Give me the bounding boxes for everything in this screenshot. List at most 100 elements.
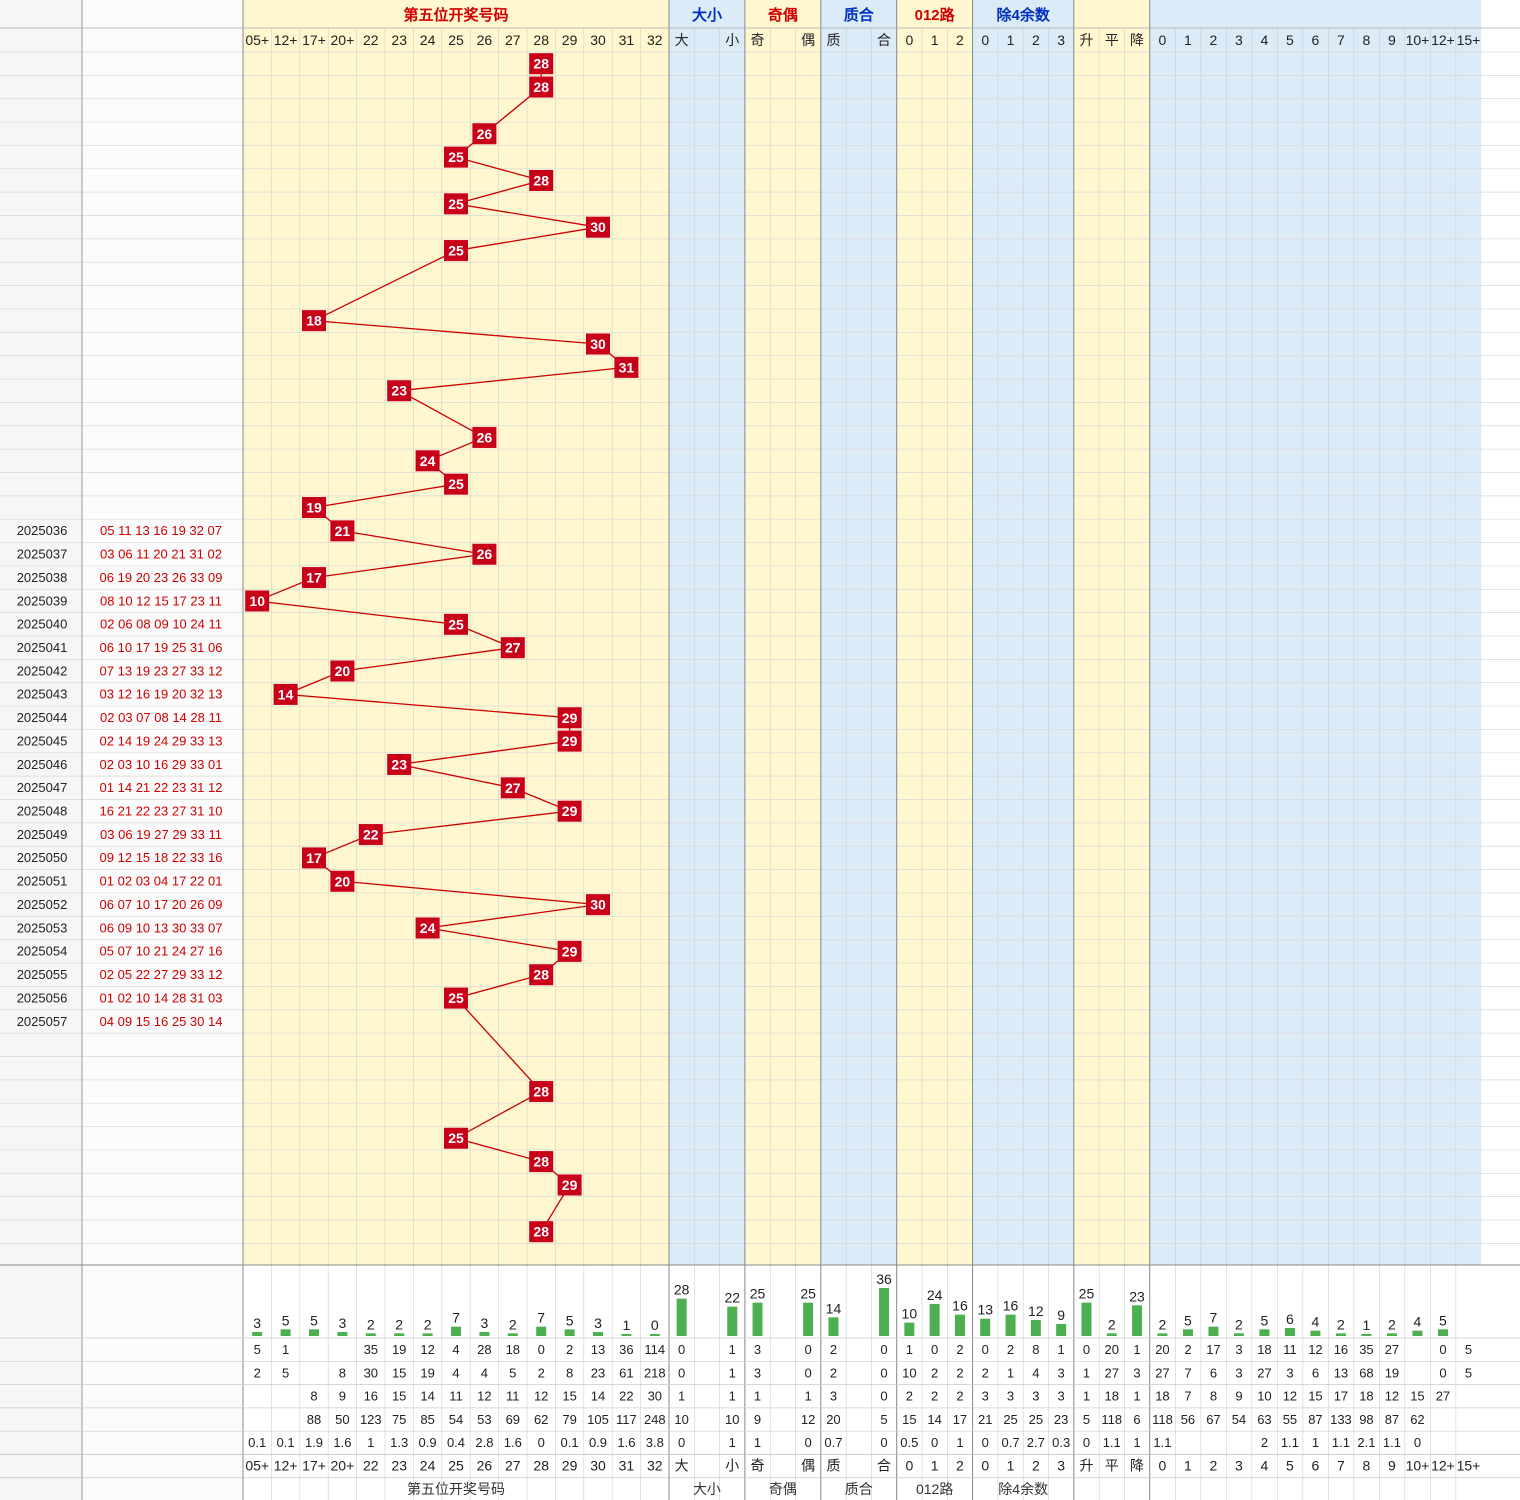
footer-column-header: 合 [877, 1458, 891, 1474]
stat-value: 0 [1439, 1342, 1446, 1357]
footer-column-header: 5 [1286, 1458, 1294, 1474]
issue-number: 2025039 [17, 593, 68, 608]
stat-bar [1005, 1314, 1016, 1336]
footer-column-header: 平 [1105, 1458, 1119, 1474]
stat-value: 0.1 [561, 1435, 579, 1450]
stat-count: 2 [1388, 1316, 1396, 1332]
hit-value: 28 [533, 967, 549, 983]
hit-marker [302, 497, 326, 519]
column-header: 7 [1337, 32, 1345, 48]
stat-bar [337, 1332, 348, 1336]
stat-value: 1 [729, 1389, 736, 1404]
stat-value: 22 [619, 1389, 633, 1404]
stat-value: 55 [1283, 1412, 1297, 1427]
hit-marker [529, 1151, 554, 1173]
section-background [1149, 0, 1482, 1265]
draw-numbers: 07 13 19 23 27 33 12 [100, 663, 223, 678]
stat-value: 0 [880, 1365, 887, 1380]
stat-value: 0 [880, 1389, 887, 1404]
stat-value: 17 [953, 1412, 967, 1427]
stat-bar [929, 1304, 940, 1336]
hit-marker [586, 894, 610, 916]
stat-value: 1.1 [1281, 1435, 1299, 1450]
issue-number: 2025050 [17, 850, 68, 865]
stat-value: 53 [477, 1412, 491, 1427]
column-header: 1 [1007, 32, 1015, 48]
footer-column-header: 17+ [302, 1458, 326, 1474]
footer-column-header: 27 [505, 1458, 521, 1474]
hit-value: 22 [363, 827, 379, 843]
hit-value: 17 [306, 850, 322, 866]
column-header: 升 [1079, 32, 1093, 48]
hit-value: 28 [533, 56, 549, 72]
footer-column-header: 1 [931, 1458, 939, 1474]
stat-value: 87 [1308, 1412, 1322, 1427]
stat-value: 118 [1152, 1412, 1173, 1427]
stat-bar [422, 1333, 433, 1336]
stat-value: 87 [1385, 1412, 1399, 1427]
footer-section-label: 大小 [693, 1481, 721, 1497]
stat-value: 88 [307, 1412, 321, 1427]
stat-value: 18 [1105, 1389, 1119, 1404]
stat-bar [252, 1332, 263, 1336]
hit-marker [529, 964, 554, 986]
hit-value: 28 [533, 79, 549, 95]
hit-marker [472, 426, 497, 448]
stat-value: 9 [1235, 1389, 1242, 1404]
stat-value: 0 [1414, 1435, 1421, 1450]
stat-value: 16 [364, 1389, 378, 1404]
hit-value: 26 [477, 546, 493, 562]
stat-bar [1335, 1333, 1346, 1336]
issue-number: 2025051 [17, 874, 68, 889]
hit-marker [415, 450, 440, 472]
stat-bar [394, 1333, 405, 1336]
stat-value: 0 [1083, 1342, 1090, 1357]
stat-value: 15 [902, 1412, 916, 1427]
stat-value: 1 [1007, 1365, 1014, 1380]
issue-column-background [0, 0, 82, 1500]
stat-value: 3 [830, 1389, 837, 1404]
stat-value: 0 [678, 1365, 685, 1380]
footer-column-header: 15+ [1457, 1458, 1481, 1474]
stat-count: 10 [902, 1306, 918, 1322]
issue-number: 2025037 [17, 547, 68, 562]
stat-value: 20 [826, 1412, 840, 1427]
stat-value: 0 [982, 1342, 989, 1357]
stat-count: 14 [826, 1300, 842, 1316]
stat-value: 79 [562, 1412, 576, 1427]
column-header: 0 [981, 32, 989, 48]
hit-value: 23 [391, 756, 407, 772]
footer-section-label: 012路 [916, 1481, 953, 1497]
stat-count: 25 [750, 1286, 766, 1302]
draw-numbers: 02 03 10 16 29 33 01 [100, 757, 223, 772]
stat-value: 5 [1465, 1365, 1472, 1380]
stat-value: 3 [1235, 1365, 1242, 1380]
column-header: 3 [1057, 32, 1065, 48]
hit-marker [529, 1081, 554, 1103]
draw-numbers: 04 09 15 16 25 30 14 [100, 1014, 223, 1029]
column-header: 质 [826, 32, 840, 48]
hit-marker [245, 590, 270, 612]
stat-value: 3 [1032, 1389, 1039, 1404]
stat-value: 123 [360, 1412, 382, 1427]
section-title: 奇偶 [768, 6, 798, 24]
hit-value: 18 [306, 313, 322, 329]
stat-value: 1 [282, 1342, 289, 1357]
stat-value: 54 [449, 1412, 463, 1427]
stat-value: 3 [1286, 1365, 1293, 1380]
stat-count: 25 [800, 1286, 816, 1302]
footer-column-header: 7 [1337, 1458, 1345, 1474]
footer-column-header: 0 [905, 1458, 913, 1474]
stat-count: 36 [876, 1271, 892, 1287]
stat-bar [980, 1318, 991, 1336]
footer-column-header: 22 [363, 1458, 379, 1474]
column-header: 4 [1261, 32, 1269, 48]
stat-count: 2 [1235, 1316, 1243, 1332]
stat-value: 1 [1133, 1342, 1140, 1357]
footer-column-header: 质 [826, 1458, 840, 1474]
stat-value: 2.8 [475, 1435, 493, 1450]
stat-count: 1 [623, 1317, 631, 1333]
draw-numbers: 06 07 10 17 20 26 09 [100, 897, 223, 912]
